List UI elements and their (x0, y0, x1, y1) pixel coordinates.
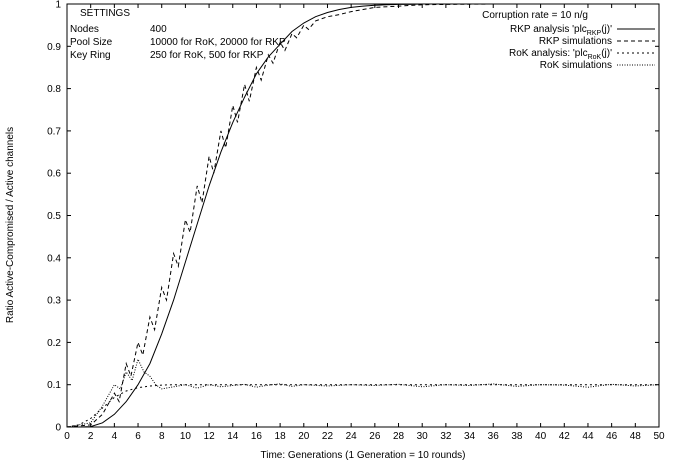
rkp-simulations-line (66, 3, 659, 428)
y-axis-label: Ratio Active-Compromised / Active channe… (5, 127, 16, 323)
x-tick-label: 20 (298, 431, 310, 442)
x-tick-label: 10 (180, 431, 192, 442)
x-tick-label: 24 (346, 431, 358, 442)
x-axis-label: Time: Generations (1 Generation = 10 rou… (260, 450, 465, 461)
x-tick-label: 36 (488, 431, 500, 442)
settings-value-pool-size: 10000 for RoK, 20000 for RKP (150, 37, 286, 48)
x-tick-label: 50 (653, 431, 665, 442)
rok-simulations-line (66, 357, 660, 428)
settings-box: SETTINGS Nodes 400 Pool Size 10000 for R… (70, 8, 286, 61)
x-tick-label: 18 (275, 431, 287, 442)
y-tick-label: 0.5 (47, 211, 61, 222)
x-tick-label: 34 (464, 431, 476, 442)
settings-title: SETTINGS (80, 8, 130, 19)
y-tick-label: 1 (55, 0, 61, 11)
rkp-analysis-line (67, 3, 659, 428)
rok-analysis-line (66, 384, 659, 428)
ticks-layer: 0 2 4 6 8 10 12 14 16 18 20 22 24 26 28 30 32 34 36 38 40 42 4… (47, 0, 665, 442)
y-tick-label: 0.1 (47, 380, 61, 391)
x-tick-label: 2 (88, 431, 94, 442)
x-tick-label: 38 (511, 431, 523, 442)
y-tick-label: 0 (55, 423, 61, 434)
settings-label-key-ring: Key Ring (70, 50, 111, 61)
x-tick-label: 14 (227, 431, 239, 442)
x-tick-label: 48 (630, 431, 642, 442)
x-tick-label: 46 (606, 431, 618, 442)
y-tick-label: 0.9 (47, 42, 61, 53)
x-tick-label: 26 (369, 431, 381, 442)
x-tick-label: 28 (393, 431, 405, 442)
x-tick-label: 4 (112, 431, 118, 442)
y-tick-label: 0.2 (47, 338, 61, 349)
x-tick-label: 44 (582, 431, 594, 442)
legend-title: Corruption rate = 10 n/g (482, 10, 588, 21)
series-layer (66, 3, 660, 428)
y-tick-label: 0.7 (47, 126, 61, 137)
x-tick-label: 12 (204, 431, 216, 442)
legend-label-rkp-analysis: RKP analysis 'plcRKP(j)' (510, 24, 612, 37)
settings-value-nodes: 400 (150, 24, 167, 35)
x-tick-label: 40 (535, 431, 547, 442)
x-tick-label: 42 (559, 431, 571, 442)
legend: Corruption rate = 10 n/g RKP analysis 'p… (482, 10, 655, 71)
settings-value-key-ring: 250 for RoK, 500 for RKP (150, 50, 264, 61)
x-tick-label: 30 (417, 431, 429, 442)
legend-label-rok-simulations: RoK simulations (540, 60, 612, 71)
legend-label-rok-analysis: RoK analysis: 'plcRoK(j)' (509, 48, 612, 61)
y-tick-label: 0.4 (47, 253, 61, 264)
settings-label-pool-size: Pool Size (70, 37, 113, 48)
legend-label-rkp-simulations: RKP simulations (539, 36, 612, 47)
x-tick-label: 22 (322, 431, 334, 442)
y-tick-label: 0.3 (47, 296, 61, 307)
settings-label-nodes: Nodes (70, 24, 99, 35)
x-tick-label: 6 (135, 431, 141, 442)
x-tick-label: 32 (440, 431, 452, 442)
y-tick-label: 0.6 (47, 169, 61, 180)
y-tick-label: 0.8 (47, 84, 61, 95)
x-tick-label: 0 (64, 431, 70, 442)
x-tick-label: 16 (251, 431, 263, 442)
x-tick-label: 8 (159, 431, 165, 442)
